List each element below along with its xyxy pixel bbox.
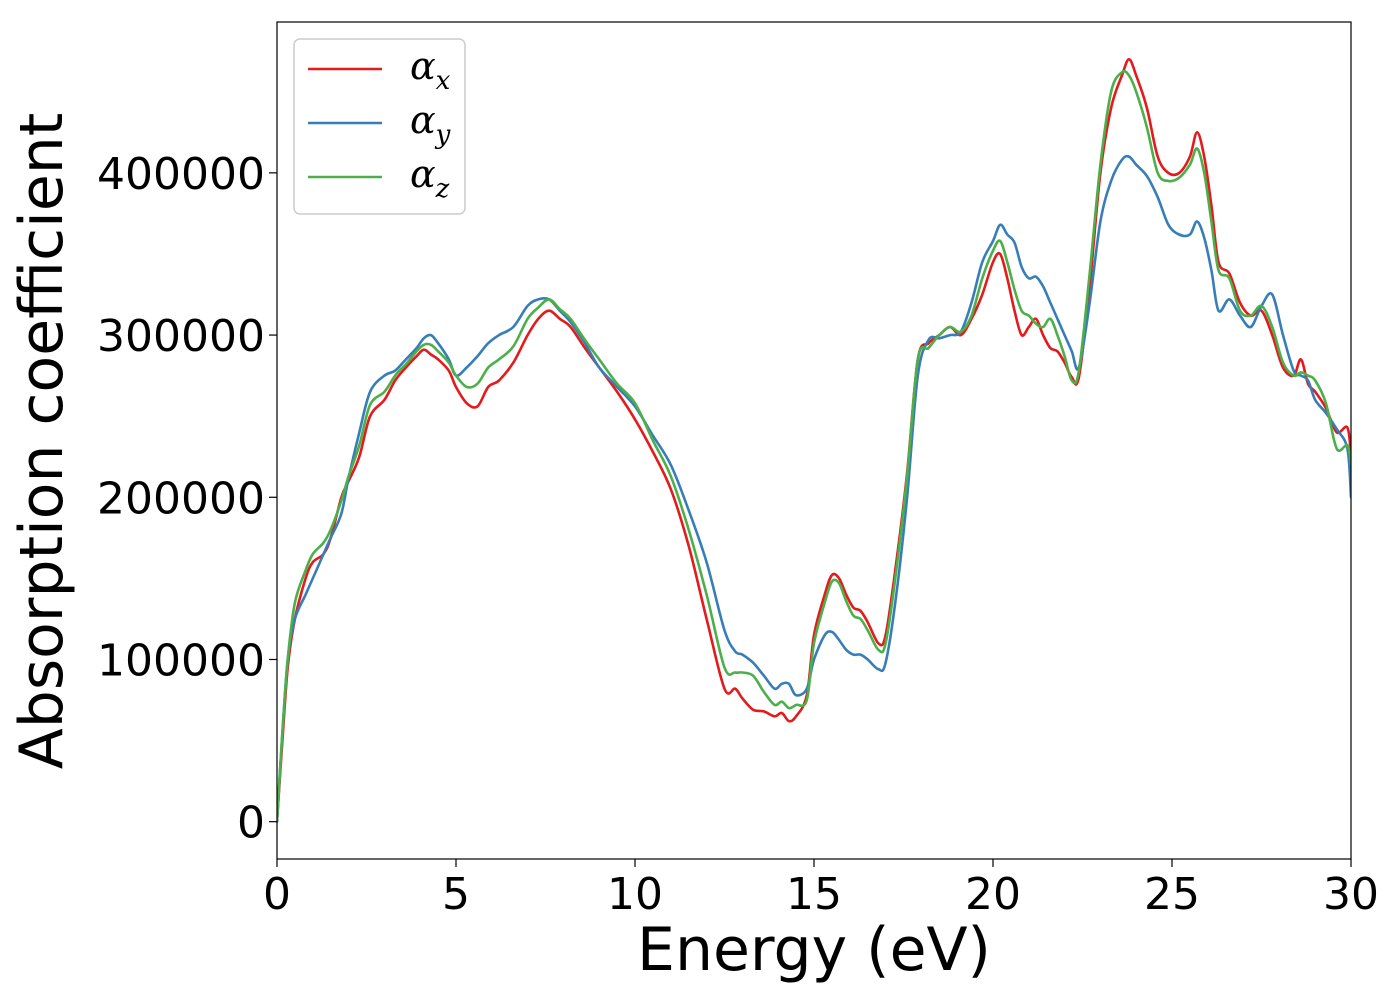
series-line-z bbox=[277, 69, 1351, 823]
x-tick-label: 25 bbox=[1144, 869, 1200, 920]
series-layer bbox=[277, 58, 1351, 823]
y-tick-label: 400000 bbox=[97, 149, 265, 200]
legend-label-x: αx bbox=[410, 44, 451, 96]
y-axis: 0 100000 200000 300000 400000 bbox=[97, 149, 277, 849]
legend-frame bbox=[293, 38, 466, 215]
legend-subscript: z bbox=[435, 174, 450, 204]
y-tick-label: 200000 bbox=[97, 473, 265, 524]
x-tick-label: 30 bbox=[1323, 869, 1379, 920]
series-line-y bbox=[277, 154, 1351, 823]
legend-label-y: αy bbox=[410, 98, 451, 150]
x-tick-label: 15 bbox=[786, 869, 842, 920]
legend-subscript: y bbox=[435, 120, 451, 150]
series-line-x bbox=[277, 58, 1351, 823]
legend-symbol: α bbox=[410, 98, 436, 142]
legend-symbol: α bbox=[410, 44, 436, 88]
y-tick-label: 100000 bbox=[97, 635, 265, 686]
x-tick-label: 5 bbox=[442, 869, 470, 920]
x-tick-label: 20 bbox=[965, 869, 1021, 920]
y-tick-label: 0 bbox=[237, 798, 265, 849]
x-axis-title: Energy (eV) bbox=[637, 915, 991, 985]
x-tick-label: 10 bbox=[607, 869, 663, 920]
x-axis: 0 5 10 15 20 25 30 bbox=[263, 859, 1379, 920]
x-tick-label: 0 bbox=[263, 869, 291, 920]
y-tick-label: 300000 bbox=[97, 311, 265, 362]
legend-label-z: αz bbox=[410, 152, 450, 204]
legend-subscript: x bbox=[436, 66, 451, 96]
legend-symbol: α bbox=[410, 152, 436, 196]
y-axis-title: Absorption coefficient bbox=[7, 113, 77, 770]
